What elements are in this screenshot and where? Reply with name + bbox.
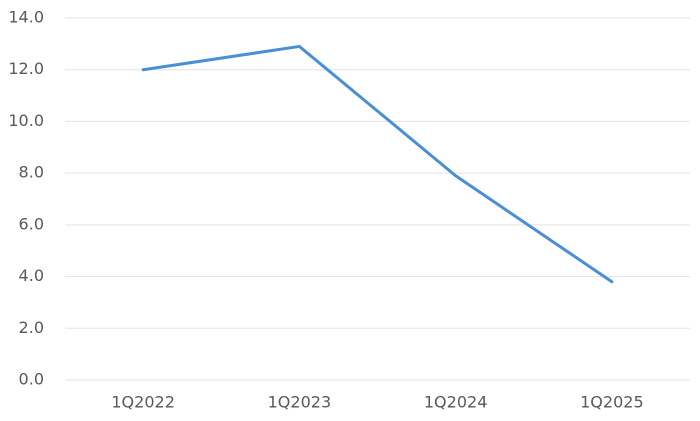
x-tick-label: 1Q2025 (580, 393, 644, 412)
y-tick-label: 6.0 (19, 214, 44, 233)
y-tick-label: 14.0 (8, 8, 44, 27)
y-tick-label: 2.0 (19, 318, 44, 337)
y-tick-label: 0.0 (19, 370, 44, 389)
data-line (141, 44, 614, 284)
y-tick-label: 12.0 (8, 59, 44, 78)
y-tick-label: 10.0 (8, 111, 44, 130)
x-tick-label: 1Q2022 (111, 393, 175, 412)
x-tick-label: 1Q2024 (424, 393, 488, 412)
y-tick-label: 8.0 (19, 163, 44, 182)
y-tick-label: 4.0 (19, 266, 44, 285)
x-tick-label: 1Q2023 (268, 393, 332, 412)
